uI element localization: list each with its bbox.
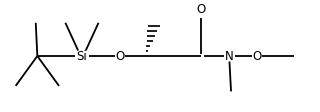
Text: N: N <box>225 50 234 62</box>
Text: O: O <box>252 50 262 62</box>
Text: Si: Si <box>76 50 87 62</box>
Text: O: O <box>197 3 206 16</box>
Text: O: O <box>116 50 125 62</box>
